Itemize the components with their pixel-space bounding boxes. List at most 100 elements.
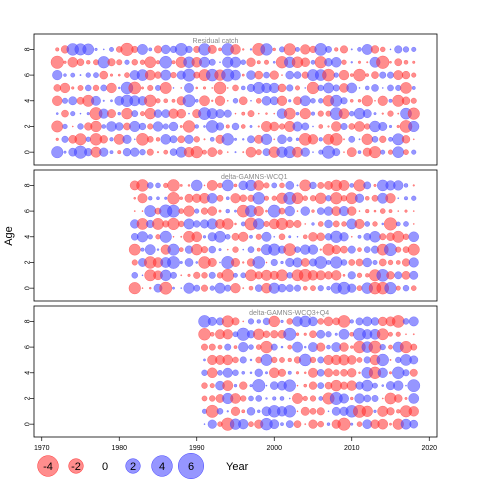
residual-point	[364, 221, 371, 227]
residual-point	[412, 138, 415, 141]
residual-point	[137, 44, 148, 55]
residual-point	[240, 395, 247, 402]
residual-point	[304, 345, 307, 349]
residual-point	[334, 332, 338, 336]
residual-point	[270, 330, 279, 339]
residual-point	[180, 87, 183, 89]
residual-point	[334, 47, 339, 52]
residual-point	[231, 122, 240, 131]
bubbles	[50, 42, 420, 159]
residual-point	[357, 150, 362, 154]
legend-value: 0	[102, 461, 108, 473]
residual-point	[170, 71, 177, 79]
residual-point	[293, 71, 302, 79]
residual-point	[239, 194, 247, 202]
residual-point	[241, 73, 245, 77]
residual-point	[372, 260, 378, 265]
residual-point	[291, 192, 304, 205]
residual-point	[286, 84, 294, 92]
residual-point	[249, 48, 253, 51]
residual-point	[315, 192, 327, 204]
residual-point	[242, 48, 245, 51]
residual-point	[238, 341, 249, 353]
residual-point	[381, 397, 384, 400]
panel-1: 0 2 4 6 8 Residual catch	[24, 33, 438, 166]
residual-point	[254, 284, 263, 292]
residual-point	[394, 45, 403, 54]
residual-point	[194, 124, 199, 129]
residual-point	[148, 196, 153, 201]
residual-point	[188, 112, 190, 115]
residual-point	[247, 318, 255, 325]
residual-point	[117, 150, 122, 155]
residual-point	[280, 422, 284, 426]
residual-point	[247, 135, 255, 144]
residual-point	[207, 44, 217, 54]
residual-point	[225, 208, 230, 214]
residual-point	[240, 124, 246, 129]
residual-point	[293, 220, 302, 228]
residual-point	[332, 220, 340, 228]
residual-point	[270, 381, 279, 390]
residual-point	[311, 222, 315, 226]
residual-point	[264, 59, 269, 65]
residual-point	[152, 218, 164, 230]
residual-point	[93, 72, 99, 78]
residual-point	[160, 269, 172, 281]
residual-point	[404, 397, 408, 400]
residual-point	[77, 85, 84, 91]
residual-point	[380, 208, 386, 214]
residual-point	[277, 134, 287, 145]
residual-point	[172, 286, 175, 290]
residual-point	[273, 235, 276, 238]
residual-point	[308, 381, 318, 390]
residual-point	[393, 180, 404, 191]
residual-point	[92, 84, 100, 92]
residual-point	[371, 395, 379, 402]
residual-point	[411, 149, 417, 155]
residual-point	[338, 69, 350, 81]
residual-point	[218, 248, 222, 252]
residual-point	[331, 406, 341, 416]
residual-point	[234, 151, 237, 154]
residual-point	[178, 247, 184, 252]
residual-point	[118, 86, 121, 90]
residual-point	[363, 181, 372, 190]
residual-point	[155, 98, 161, 104]
residual-point	[278, 123, 286, 130]
residual-point	[306, 81, 320, 95]
residual-point	[195, 261, 199, 264]
residual-point	[347, 206, 357, 216]
residual-point	[300, 406, 310, 416]
residual-point	[318, 124, 323, 129]
residual-point	[392, 366, 405, 379]
residual-point	[139, 59, 146, 65]
residual-point	[242, 151, 245, 154]
x-tick-label: 2010	[344, 445, 360, 452]
residual-point	[207, 367, 218, 379]
residual-point	[353, 68, 366, 82]
residual-point	[198, 328, 211, 341]
residual-point	[410, 343, 418, 351]
residual-point	[86, 112, 90, 116]
residual-point	[309, 395, 317, 402]
residual-point	[85, 84, 92, 92]
residual-point	[240, 59, 246, 65]
residual-point	[276, 269, 288, 282]
residual-point	[361, 405, 373, 417]
residual-point	[347, 271, 356, 280]
residual-point	[267, 204, 281, 218]
residual-point	[269, 70, 279, 80]
residual-point	[232, 356, 239, 364]
residual-point	[238, 419, 249, 430]
residual-point	[51, 120, 64, 133]
residual-point	[245, 146, 257, 158]
residual-point	[273, 112, 276, 115]
residual-point	[303, 234, 308, 240]
residual-point	[99, 135, 108, 144]
residual-point	[340, 45, 348, 54]
residual-point	[203, 358, 206, 362]
residual-point	[348, 123, 355, 130]
residual-point	[51, 146, 64, 159]
